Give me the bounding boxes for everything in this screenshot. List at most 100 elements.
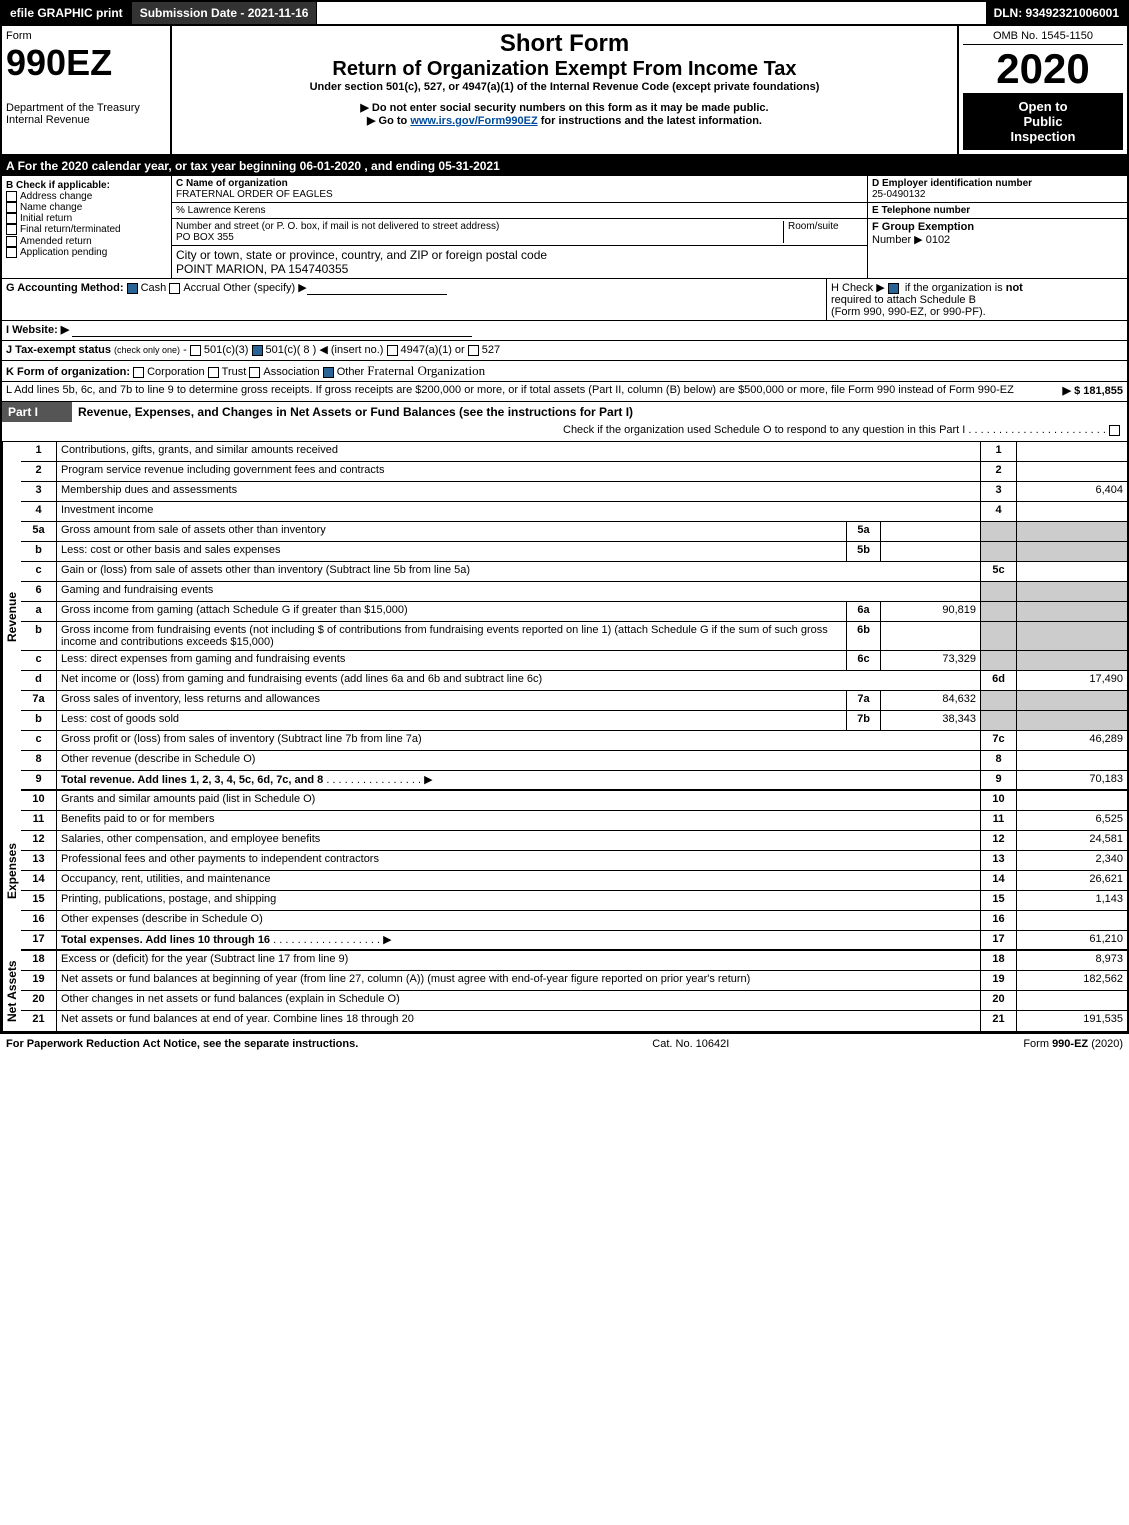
gross-receipts: ▶ $ 181,855 <box>1063 384 1123 397</box>
care-of: % Lawrence Kerens <box>172 203 867 219</box>
amt-4 <box>1017 502 1127 521</box>
amt-20 <box>1017 991 1127 1010</box>
ein: 25-0490132 <box>872 189 1123 200</box>
amt-7c: 46,289 <box>1017 731 1127 750</box>
l7b: Less: cost of goods sold <box>57 711 847 730</box>
l17: Total expenses. Add lines 10 through 16 … <box>57 931 981 949</box>
line-a: A For the 2020 calendar year, or tax yea… <box>0 156 1129 176</box>
l5a: Gross amount from sale of assets other t… <box>57 522 847 541</box>
paperwork-notice: For Paperwork Reduction Act Notice, see … <box>6 1038 358 1050</box>
l7c: Gross profit or (loss) from sales of inv… <box>57 731 981 750</box>
chk-pending[interactable] <box>6 247 17 258</box>
top-bar: efile GRAPHIC print Submission Date - 20… <box>0 0 1129 26</box>
sub-6a: 90,819 <box>881 602 981 621</box>
l5c: Gain or (loss) from sale of assets other… <box>57 562 981 581</box>
l14: Occupancy, rent, utilities, and maintena… <box>57 871 981 890</box>
chk-schedule-b[interactable] <box>888 283 899 294</box>
chk-527[interactable] <box>468 345 479 356</box>
l12: Salaries, other compensation, and employ… <box>57 831 981 850</box>
page-footer: For Paperwork Reduction Act Notice, see … <box>0 1033 1129 1054</box>
irs-link[interactable]: www.irs.gov/Form990EZ <box>410 115 537 127</box>
street-label: Number and street (or P. O. box, if mail… <box>176 221 783 232</box>
chk-assoc[interactable] <box>249 367 260 378</box>
amt-15: 1,143 <box>1017 891 1127 910</box>
amt-12: 24,581 <box>1017 831 1127 850</box>
line-g: G Accounting Method: Cash Accrual Other … <box>2 279 827 320</box>
chk-address[interactable] <box>6 191 17 202</box>
under-section: Under section 501(c), 527, or 4947(a)(1)… <box>176 81 953 93</box>
amt-9: 70,183 <box>1017 771 1127 789</box>
form-ref: Form 990-EZ (2020) <box>1023 1038 1123 1050</box>
l2: Program service revenue including govern… <box>57 462 981 481</box>
amt-14: 26,621 <box>1017 871 1127 890</box>
efile-label: efile GRAPHIC print <box>2 2 132 24</box>
l18: Excess or (deficit) for the year (Subtra… <box>57 951 981 970</box>
c-name-label: C Name of organization <box>176 178 863 189</box>
org-form-value: Fraternal Organization <box>367 363 485 378</box>
chk-4947[interactable] <box>387 345 398 356</box>
other-specify-input[interactable] <box>307 282 447 295</box>
l21: Net assets or fund balances at end of ye… <box>57 1011 981 1031</box>
sub-5b <box>881 542 981 561</box>
chk-amended[interactable] <box>6 236 17 247</box>
amt-13: 2,340 <box>1017 851 1127 870</box>
chk-final[interactable] <box>6 224 17 235</box>
tax-year: 2020 <box>963 45 1123 93</box>
amt-19: 182,562 <box>1017 971 1127 990</box>
sub-6b <box>881 622 981 650</box>
org-info-block: B Check if applicable: Address change Na… <box>0 176 1129 279</box>
website-input[interactable] <box>72 324 472 337</box>
sub-6c: 73,329 <box>881 651 981 670</box>
l10: Grants and similar amounts paid (list in… <box>57 791 981 810</box>
chk-accrual[interactable] <box>169 283 180 294</box>
netassets-vlabel: Net Assets <box>2 951 21 1031</box>
amt-18: 8,973 <box>1017 951 1127 970</box>
part-1-label: Part I <box>2 402 72 422</box>
amt-8 <box>1017 751 1127 770</box>
l6b: Gross income from fundraising events (no… <box>57 622 847 650</box>
check-applicable: B Check if applicable: Address change Na… <box>2 176 172 278</box>
city: POINT MARION, PA 154740355 <box>176 262 863 276</box>
l3: Membership dues and assessments <box>57 482 981 501</box>
form-header: Form 990EZ Department of the Treasury In… <box>0 26 1129 156</box>
chk-schedule-o[interactable] <box>1109 425 1120 436</box>
l1: Contributions, gifts, grants, and simila… <box>57 442 981 461</box>
line-i: I Website: ▶ <box>2 321 1127 340</box>
line-l: L Add lines 5b, 6c, and 7b to line 9 to … <box>2 382 1127 401</box>
amt-6d: 17,490 <box>1017 671 1127 690</box>
l6c: Less: direct expenses from gaming and fu… <box>57 651 847 670</box>
goto-line: ▶ Go to www.irs.gov/Form990EZ for instru… <box>176 114 953 127</box>
l13: Professional fees and other payments to … <box>57 851 981 870</box>
return-title: Return of Organization Exempt From Incom… <box>176 58 953 81</box>
chk-name[interactable] <box>6 202 17 213</box>
amt-16 <box>1017 911 1127 930</box>
amt-5c <box>1017 562 1127 581</box>
sub-7a: 84,632 <box>881 691 981 710</box>
l6d: Net income or (loss) from gaming and fun… <box>57 671 981 690</box>
l6: Gaming and fundraising events <box>57 582 981 601</box>
chk-initial[interactable] <box>6 213 17 224</box>
l15: Printing, publications, postage, and shi… <box>57 891 981 910</box>
l4: Investment income <box>57 502 981 521</box>
city-label: City or town, state or province, country… <box>176 248 863 262</box>
street: PO BOX 355 <box>176 232 783 243</box>
l19: Net assets or fund balances at beginning… <box>57 971 981 990</box>
sub-5a <box>881 522 981 541</box>
chk-trust[interactable] <box>208 367 219 378</box>
chk-cash[interactable] <box>127 283 138 294</box>
dln: DLN: 93492321006001 <box>986 2 1127 24</box>
form-number: 990EZ <box>6 42 166 84</box>
amt-11: 6,525 <box>1017 811 1127 830</box>
chk-501c[interactable] <box>252 345 263 356</box>
dept-1: Department of the Treasury <box>6 102 166 114</box>
part-1-check: Check if the organization used Schedule … <box>2 422 1127 441</box>
part-1-title: Revenue, Expenses, and Changes in Net As… <box>72 402 1127 422</box>
org-name: FRATERNAL ORDER OF EAGLES <box>176 189 863 200</box>
room-suite: Room/suite <box>783 221 863 243</box>
chk-corp[interactable] <box>133 367 144 378</box>
amt-2 <box>1017 462 1127 481</box>
expenses-vlabel: Expenses <box>2 791 21 951</box>
chk-other-org[interactable] <box>323 367 334 378</box>
l16: Other expenses (describe in Schedule O) <box>57 911 981 930</box>
chk-501c3[interactable] <box>190 345 201 356</box>
